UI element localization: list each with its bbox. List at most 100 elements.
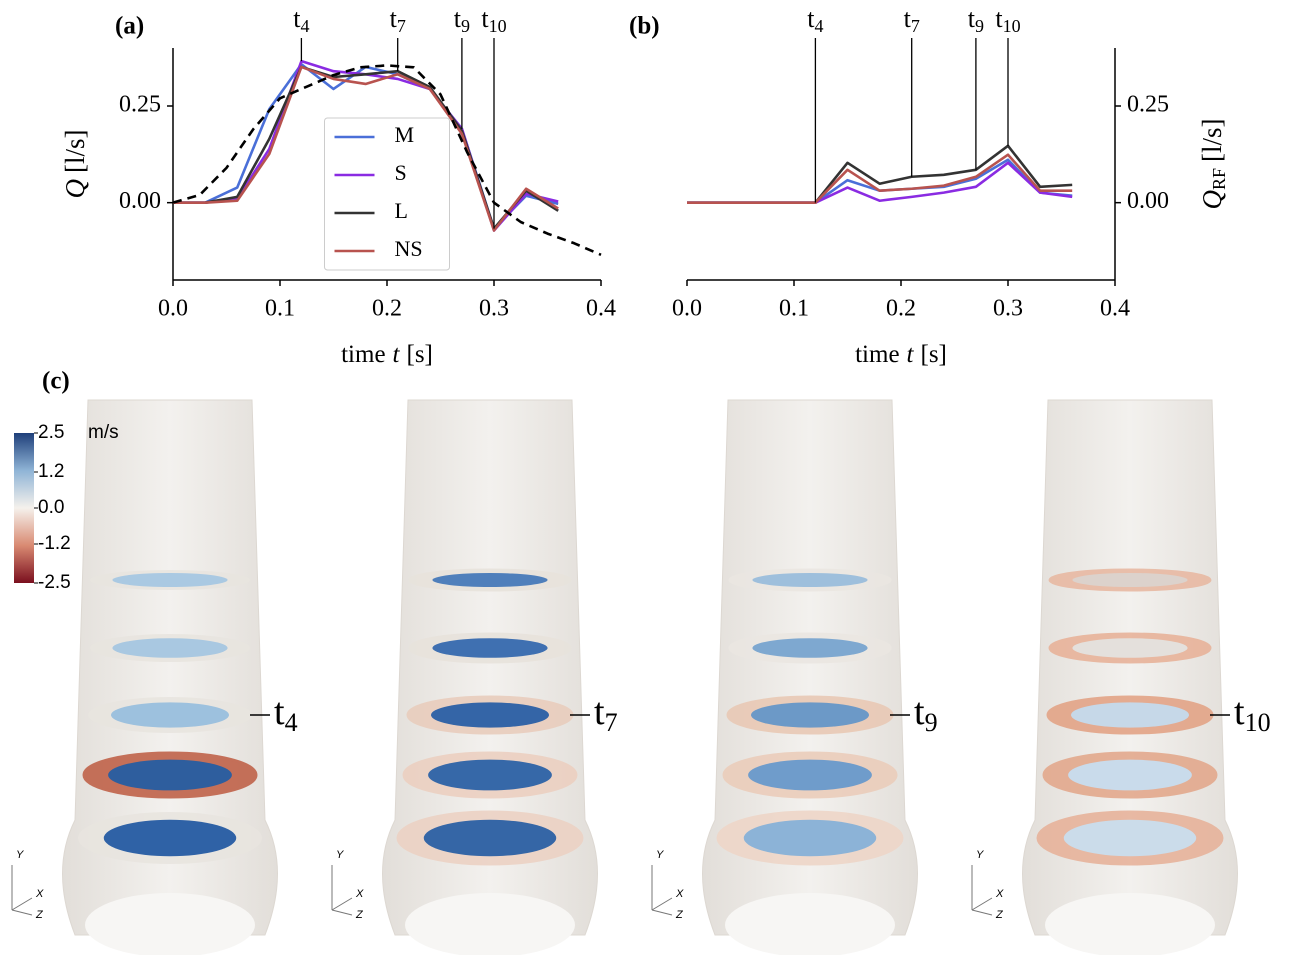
time-marker-label: t10 [481,4,506,36]
triad-label: X [35,888,44,900]
x-label-part: [s] [407,341,433,368]
legend-label: L [395,198,408,223]
marker-t: t [904,4,912,33]
x-tick-label: 0.3 [479,296,509,322]
x-label-part: time [855,341,899,368]
series-line [687,144,1073,204]
marker-t: t [390,4,398,33]
velocity-core [108,759,232,791]
colorbar-tick-label: 1.2 [38,461,64,482]
view-label: t7 [594,691,618,737]
velocity-core [112,573,228,587]
panel-label: (a) [115,13,144,40]
x-tick-label: 0.2 [372,296,402,322]
velocity-core [1070,702,1190,728]
axis-triad [971,865,993,916]
triad-label: Z [355,909,364,921]
marker-t: t [807,4,815,33]
time-marker-label: t9 [454,4,470,36]
legend-label: S [395,160,407,185]
velocity-core [752,638,868,658]
marker-sub: 7 [911,16,920,36]
velocity-core [1072,638,1188,658]
velocity-core [1072,573,1188,587]
triad-label: Y [656,849,664,861]
x-axis-label: time t [s] [855,341,947,368]
colorbar [14,433,34,583]
triad-label: X [995,888,1004,900]
series-line [687,153,1073,204]
marker-sub: 4 [815,16,824,36]
view-t: t [914,691,925,733]
marker-t: t [481,4,489,33]
colorbar-tick-label: 0.0 [38,497,64,518]
view-t: t [274,691,285,733]
panel-label: (b) [629,13,660,40]
view-sub: 9 [925,708,938,737]
colorbar-tick-label: -1.2 [38,533,71,554]
x-tick-label: 0.4 [586,296,616,322]
time-marker-label: t7 [390,4,406,36]
velocity-core [428,759,552,791]
axis-triad [11,865,33,916]
x-tick-label: 0.1 [779,296,809,322]
triad-label: Z [675,909,684,921]
marker-sub: 9 [975,16,984,36]
view-label: t9 [914,691,938,737]
time-marker-label: t9 [968,4,984,36]
axis-triad [651,865,673,916]
velocity-core [1068,759,1192,791]
y-axis-label: QRF [l/s] [1197,118,1229,209]
velocity-core [750,702,870,728]
velocity-core [432,638,548,658]
x-label-part: t [907,341,915,368]
marker-sub: 10 [489,16,507,36]
triad-label: X [355,888,364,900]
series-line [687,158,1073,204]
velocity-core [1063,819,1197,857]
triad-label: Y [976,849,984,861]
vessel-outlet [405,893,575,955]
y-axis-label: Q [l/s] [60,130,90,199]
velocity-core [752,573,868,587]
time-marker-label: t7 [904,4,920,36]
marker-t: t [968,4,976,33]
view-t: t [1234,691,1245,733]
time-marker-label: t4 [807,4,823,36]
marker-sub: 7 [397,16,406,36]
marker-sub: 9 [461,16,470,36]
panel-label: (c) [42,368,70,395]
legend-label: M [395,122,415,147]
marker-sub: 10 [1003,16,1021,36]
triad-label: Z [995,909,1004,921]
x-tick-label: 0.0 [158,296,188,322]
velocity-core [743,819,877,857]
y-tick-label: 0.00 [119,188,161,214]
view-t: t [594,691,605,733]
y-tick-label: 0.25 [119,92,161,118]
y-tick-label: 0.25 [1127,92,1169,118]
x-tick-label: 0.4 [1100,296,1130,322]
vessel [382,399,598,936]
x-label-part: time [341,341,385,368]
vessel-outlet [1045,893,1215,955]
triad-label: Y [336,849,344,861]
velocity-core [430,702,550,728]
vessel-outlet [85,893,255,955]
view-label: t4 [274,691,298,737]
x-tick-label: 0.2 [886,296,916,322]
vessel [62,399,278,936]
y-tick-label: 0.00 [1127,188,1169,214]
time-marker-label: t10 [995,4,1020,36]
y-label-symbol: Q [1197,190,1227,210]
marker-sub: 4 [301,16,310,36]
velocity-core [748,759,872,791]
velocity-core [110,702,230,728]
reference-line [172,64,602,257]
series-line [173,65,559,232]
x-label-part: [s] [921,341,947,368]
vessel [702,399,918,936]
colorbar-unit: m/s [88,422,119,443]
y-label-symbol: Q [60,179,90,199]
marker-t: t [454,4,462,33]
